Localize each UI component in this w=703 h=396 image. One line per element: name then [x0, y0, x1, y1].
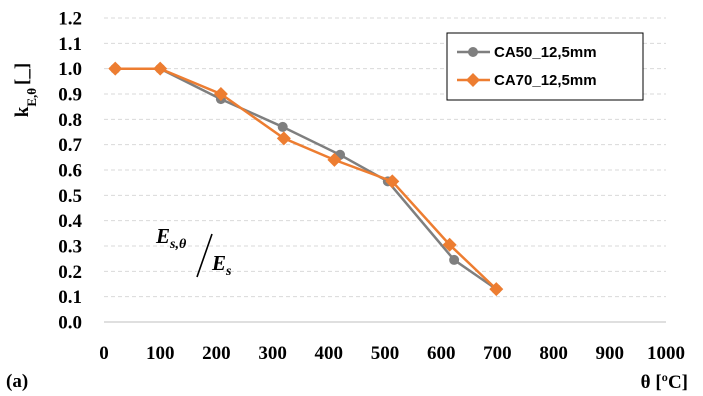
legend-item-ca70: CA70_12,5mm [457, 72, 597, 89]
data-point [276, 131, 291, 146]
formula-annotation: Es,θ Es [155, 224, 232, 279]
svg-text:Es: Es [211, 251, 232, 279]
data-point [385, 174, 400, 189]
x-tick-label: 500 [371, 343, 400, 364]
data-point [449, 254, 460, 265]
y-tick-label: 0.1 [58, 287, 82, 308]
y-tick-label: 0.6 [58, 161, 82, 182]
y-tick-label: 0.3 [58, 237, 82, 258]
legend-marker-diamond [466, 73, 480, 87]
panel-label: (a) [6, 371, 28, 392]
x-tick-label: 1000 [647, 343, 685, 364]
y-tick-label: 0.8 [58, 110, 82, 131]
y-tick-labels: 0.0 0.1 0.2 0.3 0.4 0.5 0.6 0.7 0.8 0.9 1.0 1.1 1.2 [58, 9, 82, 334]
y-tick-label: 0.0 [58, 313, 82, 334]
data-point [277, 121, 288, 132]
y-tick-label: 0.9 [58, 85, 82, 106]
y-tick-label: 1.1 [58, 34, 82, 55]
legend-label-ca50: CA50_12,5mm [494, 44, 597, 61]
data-point [489, 282, 504, 297]
formula-denominator-sub: s [225, 264, 232, 279]
x-tick-label: 100 [146, 343, 175, 364]
y-tick-label: 0.7 [58, 135, 82, 156]
data-point [327, 152, 342, 167]
x-tick-label: 300 [258, 343, 287, 364]
legend-box [446, 32, 644, 101]
x-tick-label: 400 [315, 343, 344, 364]
grid-lines [104, 17, 666, 298]
data-point [153, 61, 168, 76]
x-tick-label: 800 [539, 343, 568, 364]
series-layer [108, 61, 504, 297]
formula-denominator: E [211, 251, 226, 275]
legend-marker-circle [468, 47, 478, 57]
x-tick-label: 0 [99, 343, 109, 364]
series-line [115, 67, 498, 291]
y-tick-label: 1.2 [58, 9, 82, 30]
x-axis-label: θ [ºC] [641, 372, 688, 393]
svg-text:Es,θ: Es,θ [155, 224, 187, 252]
y-tick-label: 0.2 [58, 262, 82, 283]
series-0 [110, 63, 502, 295]
y-tick-label: 1.0 [58, 59, 82, 80]
data-point [442, 237, 457, 252]
legend: CA50_12,5mm CA70_12,5mm [446, 32, 644, 101]
legend-item-ca50: CA50_12,5mm [457, 44, 597, 61]
x-tick-labels: 0 100 200 300 400 500 600 700 800 900 1000 [99, 343, 685, 364]
y-tick-label: 0.4 [58, 211, 82, 232]
x-tick-label: 200 [202, 343, 231, 364]
x-tick-label: 600 [427, 343, 456, 364]
formula-numerator-sub: s,θ [169, 237, 187, 252]
series-1 [108, 61, 504, 297]
data-point [108, 61, 123, 76]
legend-label-ca70: CA70_12,5mm [494, 72, 597, 89]
y-tick-label: 0.5 [58, 186, 82, 207]
y-axis-label: kE,θ[_] [12, 63, 39, 117]
series-line [115, 67, 498, 291]
x-tick-label: 700 [483, 343, 512, 364]
formula-slash [196, 233, 213, 278]
data-point [213, 87, 228, 101]
formula-numerator: E [155, 224, 170, 248]
x-tick-label: 900 [596, 343, 625, 364]
